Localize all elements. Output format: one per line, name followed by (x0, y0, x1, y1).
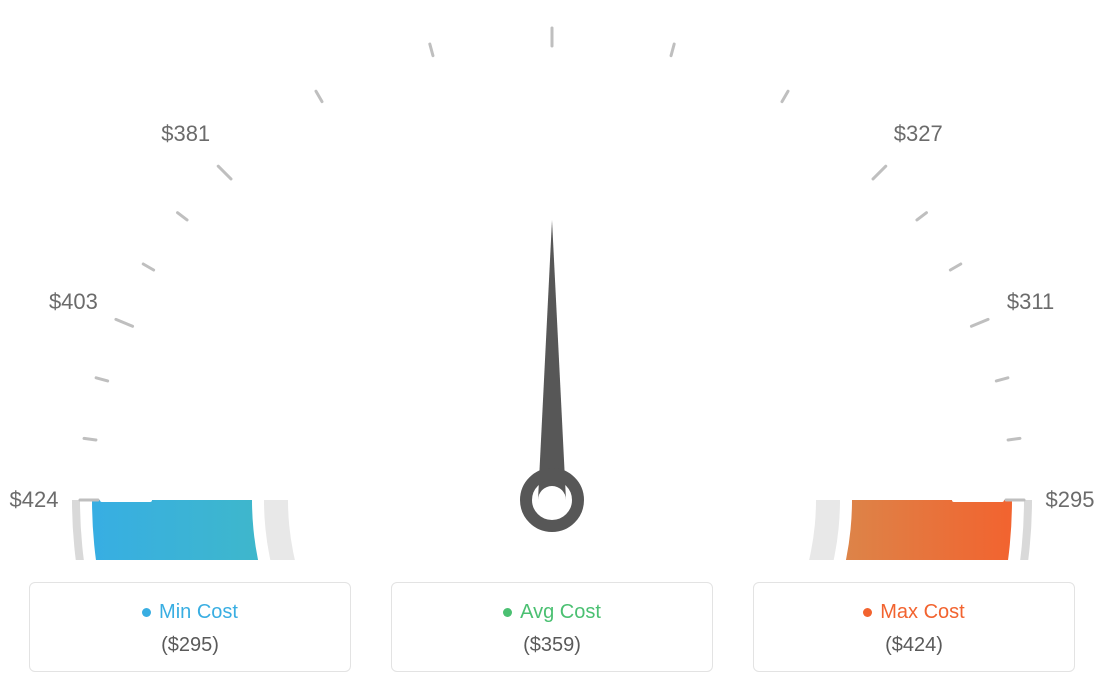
legend-row: Min Cost ($295) Avg Cost ($359) Max Cost… (0, 582, 1104, 672)
gauge-tick-label: $424 (10, 487, 59, 513)
legend-max-value: ($424) (764, 634, 1064, 657)
gauge-tick-label: $311 (1007, 289, 1054, 315)
legend-avg-label: Avg Cost (503, 601, 601, 624)
legend-min-dot (142, 608, 151, 617)
legend-avg: Avg Cost ($359) (391, 582, 713, 672)
legend-min: Min Cost ($295) (29, 582, 351, 672)
gauge-tick-label: $327 (894, 121, 943, 147)
gauge-svg (0, 0, 1104, 560)
cost-gauge-chart: $295$311$327$359$381$403$424 Min Cost ($… (0, 0, 1104, 690)
legend-max-dot (863, 608, 872, 617)
legend-avg-dot (503, 608, 512, 617)
gauge-tick-label: $295 (1046, 487, 1095, 513)
legend-avg-text: Avg Cost (520, 601, 601, 624)
gauge-area: $295$311$327$359$381$403$424 (0, 0, 1104, 560)
legend-max-text: Max Cost (880, 601, 964, 624)
legend-max: Max Cost ($424) (753, 582, 1075, 672)
legend-avg-value: ($359) (402, 634, 702, 657)
legend-min-text: Min Cost (159, 601, 238, 624)
gauge-tick-label: $403 (49, 289, 98, 315)
legend-max-label: Max Cost (863, 601, 964, 624)
legend-min-label: Min Cost (142, 601, 238, 624)
legend-min-value: ($295) (40, 634, 340, 657)
gauge-tick-label: $381 (161, 121, 210, 147)
